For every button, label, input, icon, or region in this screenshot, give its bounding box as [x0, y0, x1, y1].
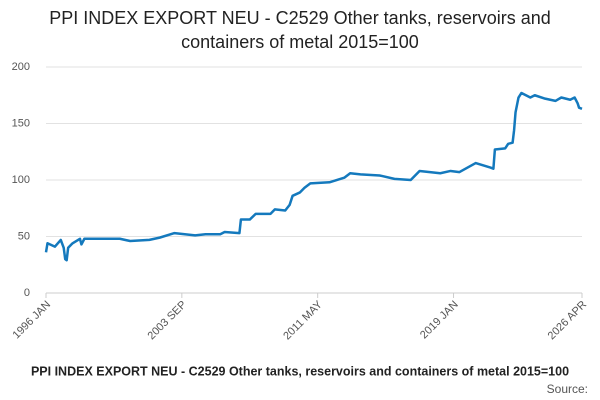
y-tick-label: 50 [18, 230, 30, 242]
x-tick-label: 2011 MAY [281, 298, 325, 342]
y-tick-label: 150 [12, 117, 30, 129]
x-tick-label: 2019 JAN [418, 299, 461, 342]
chart-title: PPI INDEX EXPORT NEU - C2529 Other tanks… [49, 8, 551, 52]
y-tick-label: 100 [12, 174, 30, 186]
x-tick-label: 2026 APR [546, 299, 590, 343]
x-tick-label: 1996 JAN [11, 299, 54, 342]
y-tick-label: 0 [24, 287, 30, 299]
x-tick-label: 2003 SEP [146, 299, 190, 343]
source: Source: [547, 382, 588, 396]
footer-title: PPI INDEX EXPORT NEU - C2529 Other tanks… [31, 364, 569, 378]
series-line [44, 91, 583, 262]
y-tick-label: 200 [12, 61, 30, 73]
